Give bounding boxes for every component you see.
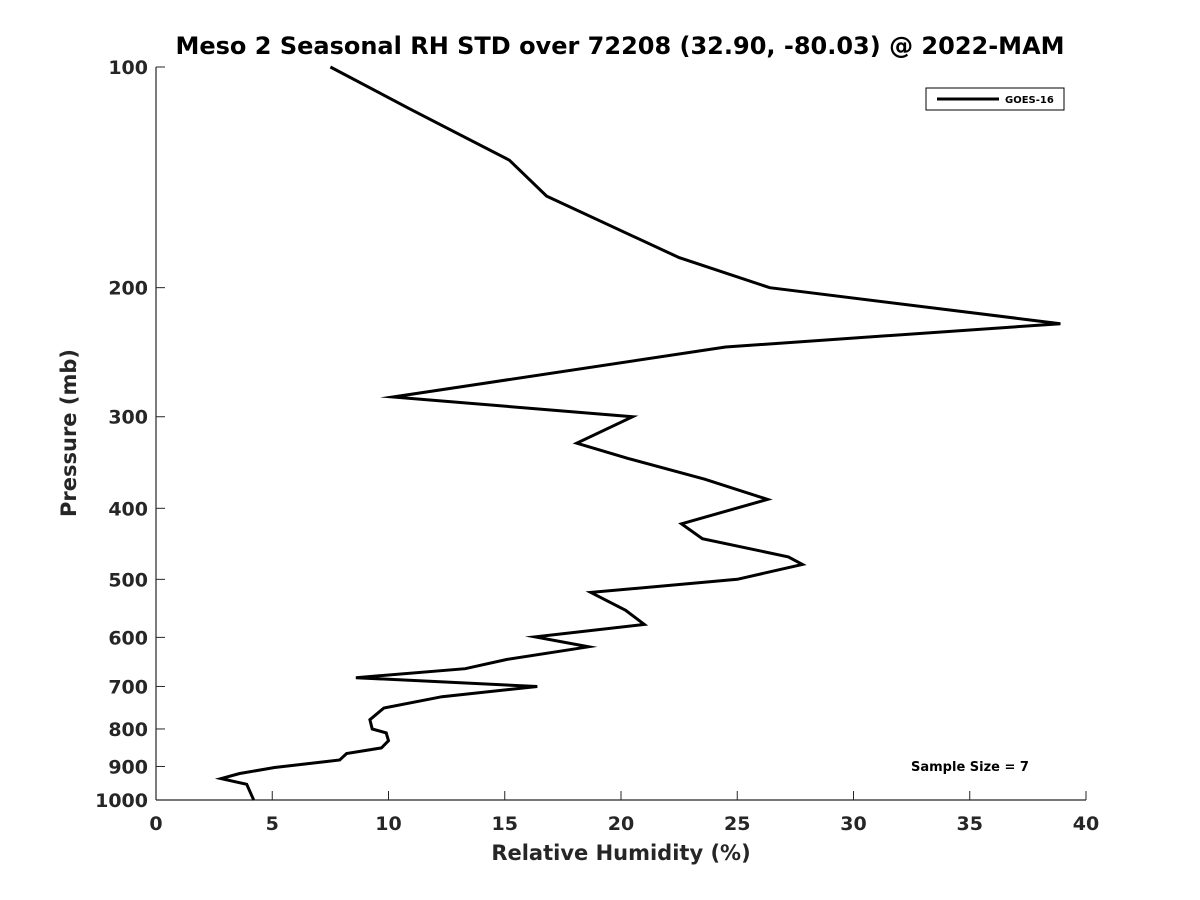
y-tick-label: 1000 — [95, 790, 148, 812]
y-tick-label: 300 — [108, 407, 148, 429]
plot-area — [156, 67, 1086, 800]
y-tick-label: 100 — [108, 57, 148, 79]
x-tick-label: 30 — [840, 813, 866, 835]
y-tick-label: 800 — [108, 719, 148, 741]
y-tick-label: 700 — [108, 676, 148, 698]
chart-title: Meso 2 Seasonal RH STD over 72208 (32.90… — [175, 32, 1064, 60]
x-tick-label: 10 — [375, 813, 401, 835]
x-tick-label: 15 — [492, 813, 518, 835]
y-tick-label: 200 — [108, 278, 148, 300]
x-axis-label: Relative Humidity (%) — [491, 841, 750, 865]
y-axis: 100 200 300 400 500 600 700 800 900 1000 — [95, 57, 165, 812]
x-axis: 0 5 10 15 20 25 30 35 40 — [149, 791, 1099, 835]
series-layer — [214, 65, 1061, 801]
legend-label-goes-16: GOES-16 — [1005, 95, 1054, 106]
y-tick-label: 400 — [108, 498, 148, 520]
x-tick-label: 35 — [957, 813, 983, 835]
y-tick-label: 500 — [108, 569, 148, 591]
x-tick-label: 25 — [724, 813, 750, 835]
sample-size-annotation: Sample Size = 7 — [911, 760, 1029, 775]
y-tick-label: 900 — [108, 756, 148, 778]
x-tick-label: 40 — [1073, 813, 1099, 835]
series-line-goes-16 — [214, 65, 1061, 801]
x-tick-label: 5 — [266, 813, 279, 835]
legend: GOES-16 — [925, 87, 1065, 111]
x-tick-label: 20 — [608, 813, 634, 835]
y-tick-label: 600 — [108, 627, 148, 649]
y-axis-label: Pressure (mb) — [57, 349, 81, 517]
x-tick-label: 0 — [149, 813, 162, 835]
